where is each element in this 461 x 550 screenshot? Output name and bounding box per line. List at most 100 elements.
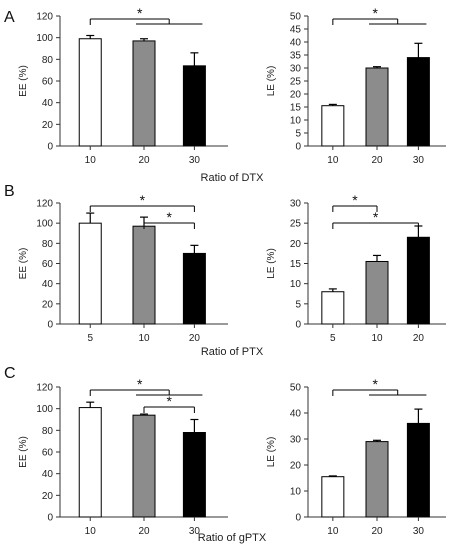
y-tick-label: 80 [42,55,54,66]
y-tick-label: 15 [290,259,302,270]
x-tick-label: 30 [189,155,201,166]
chart-panel-b-left: 0 20 40 60 80 100 120 EE (%) 5 10 20 * * [18,192,228,344]
significance-star: * [373,5,379,21]
y-tick-label: 10 [290,487,302,498]
y-tick-label: 25 [290,219,302,230]
x-tick-label: 20 [413,333,425,344]
bar [321,476,345,518]
row-b-xlabel: Ratio of PTX [201,346,264,358]
x-tick-label: 20 [371,155,383,166]
panel-label-c: C [4,365,16,382]
y-tick-label: 20 [290,239,302,250]
significance-star: * [352,192,358,208]
y-tick-label: 10 [290,279,302,290]
chart-panel-c-right: 0 10 20 30 40 50 LE (%) 10 20 30 * [266,376,446,537]
bar [132,414,156,518]
x-tick-label: 20 [138,526,150,537]
x-tick-label: 30 [413,155,425,166]
significance-star: * [373,209,379,225]
y-tick-label: 30 [290,64,302,75]
y-tick-label: 100 [36,404,53,415]
y-tick-label: 60 [42,259,54,270]
bar [365,441,389,518]
x-tick-label: 5 [330,333,336,344]
y-axis-label: LE (%) [266,66,277,97]
x-tick-label: 10 [138,333,150,344]
y-tick-label: 100 [36,219,53,230]
y-tick-label: 80 [42,426,54,437]
bar [132,225,156,325]
y-tick-label: 0 [47,142,53,153]
y-tick-label: 0 [295,320,301,331]
significance-star: * [140,192,146,208]
y-tick-label: 20 [290,461,302,472]
x-tick-label: 30 [189,526,201,537]
row-c-xlabel: Ratio of gPTX [198,532,267,544]
x-tick-label: 20 [371,526,383,537]
x-tick-label: 30 [413,526,425,537]
y-axis-label: EE (%) [18,65,29,97]
significance-star: * [166,393,172,409]
x-tick-label: 10 [327,526,339,537]
y-tick-label: 40 [42,98,54,109]
y-tick-label: 10 [290,116,302,127]
bar [321,291,345,325]
panel-label-b: B [4,183,15,200]
y-tick-label: 35 [290,51,302,62]
y-tick-label: 20 [42,491,54,502]
chart-panel-a-left: 0 20 40 60 80 100 120 EE (%) 10 20 30 * [18,5,228,166]
y-tick-label: 45 [290,25,302,36]
y-tick-label: 0 [295,513,301,524]
y-tick-label: 40 [290,409,302,420]
y-tick-label: 5 [295,299,301,310]
y-tick-label: 20 [42,120,54,131]
bar [406,57,430,147]
bar [365,260,389,325]
chart-panel-c-left: 0 20 40 60 80 100 120 EE (%) 10 20 30 * * [18,376,228,537]
y-tick-label: 120 [36,383,53,394]
x-tick-label: 5 [87,333,93,344]
y-tick-label: 60 [42,448,54,459]
bar [365,67,389,147]
bar [182,252,206,325]
y-tick-label: 120 [36,199,53,210]
x-tick-label: 20 [189,333,201,344]
bar [78,222,102,325]
chart-panel-b-right: 0 5 10 15 20 25 30 LE (%) 5 10 20 * * [266,192,446,344]
y-tick-label: 60 [42,77,54,88]
y-axis-label: EE (%) [18,248,29,280]
y-tick-label: 20 [42,299,54,310]
y-tick-label: 50 [290,12,302,23]
significance-star: * [373,376,379,392]
chart-panel-a-right: 0 5 10 15 20 25 30 35 40 45 50 LE (%) 10 20 30 * [266,5,446,166]
y-tick-label: 20 [290,90,302,101]
y-tick-label: 40 [290,38,302,49]
panel-label-a: A [4,9,15,26]
y-tick-label: 15 [290,103,302,114]
x-tick-label: 10 [327,155,339,166]
bar [182,65,206,147]
y-tick-label: 30 [290,435,302,446]
x-tick-label: 10 [85,155,97,166]
y-tick-label: 0 [295,142,301,153]
significance-star: * [137,376,143,392]
x-tick-label: 20 [138,155,150,166]
x-tick-label: 10 [371,333,383,344]
bar [406,422,430,518]
y-axis-label: LE (%) [266,248,277,279]
y-tick-label: 30 [290,199,302,210]
bar [132,40,156,147]
x-tick-label: 10 [85,526,97,537]
y-tick-label: 40 [42,469,54,480]
y-axis-label: LE (%) [266,437,277,468]
row-a-xlabel: Ratio of DTX [201,172,265,184]
y-tick-label: 50 [290,383,302,394]
y-tick-label: 0 [47,320,53,331]
bar [182,432,206,518]
y-axis-label: EE (%) [18,436,29,468]
bar [78,38,102,147]
y-tick-label: 100 [36,33,53,44]
y-tick-label: 120 [36,12,53,23]
y-tick-label: 0 [47,513,53,524]
